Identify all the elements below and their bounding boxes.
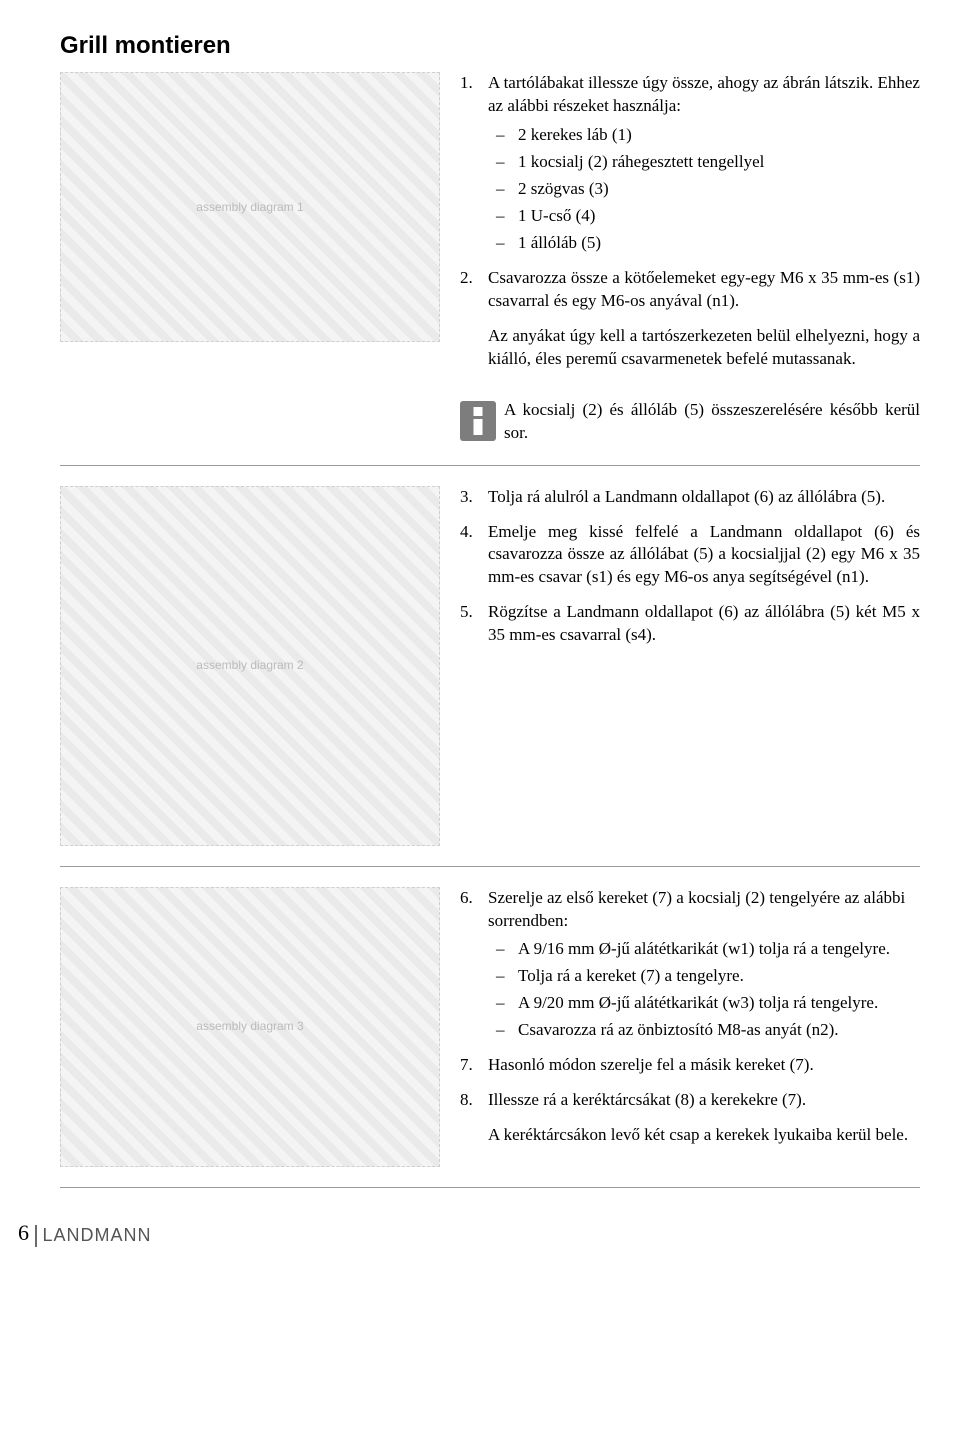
part-item: 2 kerekes láb (1) [496, 124, 920, 147]
part-item: 1 kocsialj (2) ráhegesztett tengellyel [496, 151, 920, 174]
substep-item: Tolja rá a kereket (7) a tengelyre. [496, 965, 920, 988]
step-8-trailer: A keréktárcsákon levő két csap a kerekek… [460, 1124, 920, 1147]
substep-item: A 9/16 mm Ø-jű alátétkarikát (w1) tolja … [496, 938, 920, 961]
part-item: 1 állóláb (5) [496, 232, 920, 255]
info-text: A kocsialj (2) és állóláb (5) összeszere… [504, 399, 920, 445]
step-6: Szerelje az első kereket (7) a kocsialj … [460, 887, 920, 1043]
step-6-text: Szerelje az első kereket (7) a kocsialj … [488, 888, 905, 930]
part-item: 2 szögvas (3) [496, 178, 920, 201]
assembly-diagram-2: assembly diagram 2 [60, 486, 440, 846]
diagram-col-3: assembly diagram 3 [60, 887, 450, 1167]
text-col-3: Szerelje az első kereket (7) a kocsialj … [450, 887, 920, 1167]
text-col-2: Tolja rá alulról a Landmann oldallapot (… [450, 486, 920, 846]
assembly-diagram-3: assembly diagram 3 [60, 887, 440, 1167]
step-8: Illessze rá a keréktárcsákat (8) a kerek… [460, 1089, 920, 1112]
substep-item: A 9/20 mm Ø-jű alátétkarikát (w3) tolja … [496, 992, 920, 1015]
assembly-diagram-1: assembly diagram 1 [60, 72, 440, 342]
step-4: Emelje meg kissé felfelé a Landmann olda… [460, 521, 920, 590]
diagram-col-1: assembly diagram 1 [60, 72, 450, 444]
parts-list: 2 kerekes láb (1) 1 kocsialj (2) ráheges… [496, 124, 920, 255]
page-footer: 6 LANDMANN [18, 1218, 920, 1248]
footer-separator [35, 1225, 37, 1247]
page-number: 6 [18, 1218, 29, 1248]
page-title: Grill montieren [60, 30, 920, 62]
wheel-substeps: A 9/16 mm Ø-jű alátétkarikát (w1) tolja … [496, 938, 920, 1042]
step-7: Hasonló módon szerelje fel a másik kerek… [460, 1054, 920, 1077]
text-col-1: A tartólábakat illessze úgy össze, ahogy… [450, 72, 920, 444]
part-item: 1 U-cső (4) [496, 205, 920, 228]
step-1-text: A tartólábakat illessze úgy össze, ahogy… [488, 73, 920, 115]
brand-name: LANDMANN [43, 1223, 152, 1247]
step-1: A tartólábakat illessze úgy össze, ahogy… [460, 72, 920, 255]
step-3: Tolja rá alulról a Landmann oldallapot (… [460, 486, 920, 509]
info-block: A kocsialj (2) és állóláb (5) összeszere… [460, 399, 920, 445]
step-2-note: Az anyákat úgy kell a tartószerkezeten b… [460, 325, 920, 371]
step-2: Csavarozza össze a kötőelemeket egy-egy … [460, 267, 920, 313]
info-icon [460, 401, 496, 441]
section-2: assembly diagram 2 Tolja rá alulról a La… [60, 486, 920, 867]
diagram-col-2: assembly diagram 2 [60, 486, 450, 846]
step-5: Rögzítse a Landmann oldallapot (6) az ál… [460, 601, 920, 647]
section-1: assembly diagram 1 A tartólábakat illess… [60, 72, 920, 465]
section-3: assembly diagram 3 Szerelje az első kere… [60, 887, 920, 1188]
substep-item: Csavarozza rá az önbiztosító M8-as anyát… [496, 1019, 920, 1042]
